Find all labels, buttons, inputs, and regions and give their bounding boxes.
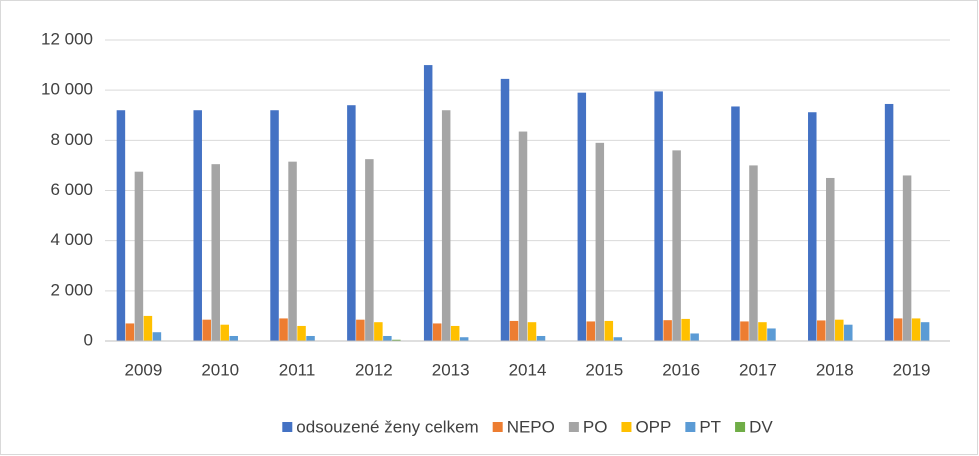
bar xyxy=(767,328,776,341)
bar xyxy=(211,164,220,341)
bar xyxy=(884,103,894,342)
y-tick-label: 6 000 xyxy=(50,180,93,199)
x-tick-label: 2017 xyxy=(739,360,777,379)
bar xyxy=(613,337,623,341)
x-tick-label: 2014 xyxy=(509,360,547,379)
bar xyxy=(911,318,921,341)
bar xyxy=(432,323,442,341)
bar xyxy=(459,337,469,341)
legend-label: PT xyxy=(699,417,721,436)
y-tick-label: 10 000 xyxy=(41,80,93,99)
bar xyxy=(441,110,451,341)
bar xyxy=(288,161,297,341)
bar xyxy=(134,171,144,341)
bar xyxy=(193,110,202,341)
y-tick-label: 12 000 xyxy=(41,29,93,48)
bar xyxy=(817,320,826,341)
bar xyxy=(518,131,528,341)
bar xyxy=(536,335,546,341)
bar xyxy=(356,319,365,341)
bar xyxy=(365,159,374,341)
bar xyxy=(893,318,903,341)
y-tick-label: 0 xyxy=(84,330,93,349)
bar xyxy=(902,175,912,341)
bar xyxy=(143,315,153,341)
x-tick-label: 2019 xyxy=(893,360,931,379)
legend-label: NEPO xyxy=(507,417,555,436)
y-tick-label: 2 000 xyxy=(50,280,93,299)
bar xyxy=(270,110,279,341)
bar xyxy=(672,150,681,341)
bar xyxy=(509,320,519,341)
bar xyxy=(279,318,288,341)
legend-swatch xyxy=(621,422,632,432)
x-tick-label: 2015 xyxy=(585,360,623,379)
bar xyxy=(527,322,537,341)
x-tick-label: 2009 xyxy=(124,360,162,379)
x-tick-label: 2013 xyxy=(432,360,470,379)
legend-swatch xyxy=(568,422,579,432)
x-tick-label: 2012 xyxy=(355,360,393,379)
bar xyxy=(500,78,510,342)
bar xyxy=(595,142,605,341)
legend-label: OPP xyxy=(635,417,671,436)
y-tick-label: 8 000 xyxy=(50,130,93,149)
bar xyxy=(740,321,749,341)
bar xyxy=(826,177,835,341)
legend-swatch xyxy=(282,422,293,432)
bar xyxy=(392,339,401,341)
legend-swatch xyxy=(735,422,746,432)
bar xyxy=(347,105,356,341)
bar xyxy=(835,319,844,341)
bar xyxy=(663,320,672,341)
bar xyxy=(297,325,306,341)
legend-label: DV xyxy=(749,417,773,436)
bar xyxy=(125,323,135,341)
bar xyxy=(423,65,433,341)
y-tick-label: 4 000 xyxy=(50,230,93,249)
legend-swatch xyxy=(685,422,696,432)
bar xyxy=(450,325,460,341)
bar xyxy=(229,335,238,341)
x-tick-label: 2016 xyxy=(662,360,700,379)
bar xyxy=(383,335,392,341)
bar xyxy=(758,322,767,341)
x-tick-label: 2018 xyxy=(816,360,854,379)
legend-label: odsouzené ženy celkem xyxy=(296,417,478,436)
bar xyxy=(306,335,315,341)
bar xyxy=(681,318,690,341)
bar xyxy=(690,333,699,341)
bar xyxy=(604,320,614,341)
bar xyxy=(808,112,817,342)
legend-label: PO xyxy=(583,417,608,436)
bar xyxy=(654,91,663,341)
bar xyxy=(920,322,930,341)
bar xyxy=(844,324,853,341)
bar xyxy=(220,324,229,341)
bar xyxy=(374,322,383,341)
legend-swatch xyxy=(492,422,503,432)
bar xyxy=(116,110,126,341)
bar xyxy=(586,321,596,341)
bar xyxy=(152,332,162,341)
bar xyxy=(749,165,758,341)
bar xyxy=(577,92,587,341)
bar xyxy=(731,106,740,342)
bar xyxy=(202,319,211,341)
x-tick-label: 2011 xyxy=(279,360,316,379)
x-tick-label: 2010 xyxy=(201,360,239,379)
